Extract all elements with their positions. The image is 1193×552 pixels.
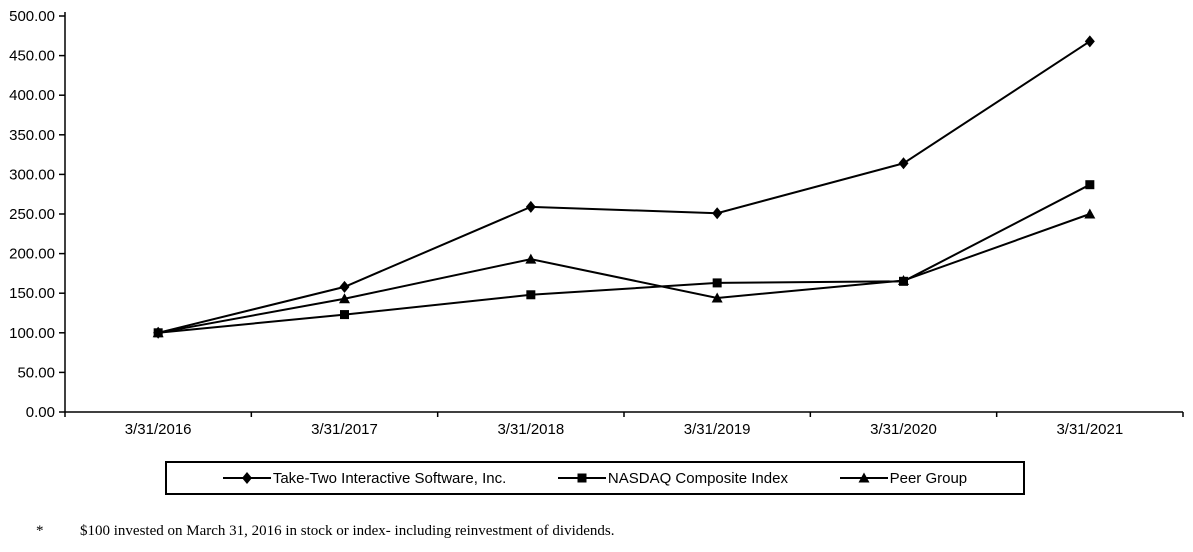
x-tick-label: 3/31/2021 xyxy=(1056,421,1123,438)
triangle-marker xyxy=(152,327,164,338)
triangle-marker xyxy=(898,275,909,286)
legend-label-nasdaq: NASDAQ Composite Index xyxy=(607,469,788,487)
y-tick-label: 400.00 xyxy=(9,87,55,104)
triangle-marker xyxy=(339,293,350,304)
triangle-marker xyxy=(1084,208,1096,219)
x-tick-label: 3/31/2020 xyxy=(870,421,937,438)
footnote-asterisk: * xyxy=(36,523,44,539)
series-line xyxy=(157,40,1091,334)
y-tick-label: 50.00 xyxy=(17,364,55,381)
diamond-marker xyxy=(339,280,350,293)
square-marker xyxy=(712,278,722,288)
legend-label-take-two: Take-Two Interactive Software, Inc. xyxy=(272,469,507,487)
series-triangle xyxy=(152,208,1096,338)
x-tick-label: 3/31/2018 xyxy=(497,421,564,438)
legend-item-take-two: Take-Two Interactive Software, Inc. xyxy=(222,469,507,487)
y-tick-label: 150.00 xyxy=(9,285,55,302)
square-series-swatch-icon xyxy=(557,473,606,483)
square-marker xyxy=(340,310,349,320)
triangle-marker xyxy=(525,253,537,264)
series-line xyxy=(157,213,1091,334)
footnote-text: $100 invested on March 31, 2016 in stock… xyxy=(80,523,615,539)
triangle-marker xyxy=(711,292,723,303)
square-marker xyxy=(1085,180,1095,190)
legend-label-peer-group: Peer Group xyxy=(889,469,968,487)
triangle-series-swatch-icon xyxy=(839,472,888,483)
triangle-marker xyxy=(858,472,870,483)
y-tick-label: 100.00 xyxy=(9,325,55,342)
y-tick-label: 500.00 xyxy=(9,8,55,25)
y-tick-label: 200.00 xyxy=(9,246,55,263)
x-tick-label: 3/31/2016 xyxy=(125,421,192,438)
x-tick-label: 3/31/2017 xyxy=(311,421,378,438)
y-tick-label: 450.00 xyxy=(9,48,55,65)
diamond-marker xyxy=(525,200,536,213)
square-marker xyxy=(526,290,536,300)
y-tick-label: 0.00 xyxy=(26,404,55,421)
x-tick-label: 3/31/2019 xyxy=(684,421,751,438)
y-tick-label: 250.00 xyxy=(9,206,55,223)
series-line xyxy=(158,183,1091,334)
series-diamond xyxy=(153,35,1095,339)
diamond-marker xyxy=(898,157,909,170)
performance-line-chart: 0.00 50.00 100.00 150.00 200.00 250.00 300.00 3… xyxy=(9,8,1184,438)
diamond-series-swatch-icon xyxy=(222,472,271,484)
series-square xyxy=(153,180,1095,338)
chart-legend: Take-Two Interactive Software, Inc. NASD… xyxy=(165,461,1025,495)
legend-item-nasdaq: NASDAQ Composite Index xyxy=(557,469,788,487)
y-tick-label: 300.00 xyxy=(9,166,55,183)
chart-footnote: * $100 invested on March 31, 2016 in sto… xyxy=(36,523,1193,540)
legend-item-peer-group: Peer Group xyxy=(839,469,968,487)
diamond-marker xyxy=(712,207,723,220)
y-tick-label: 350.00 xyxy=(9,127,55,144)
square-marker xyxy=(577,473,587,483)
diamond-marker xyxy=(241,472,252,484)
diamond-marker xyxy=(1084,35,1095,48)
